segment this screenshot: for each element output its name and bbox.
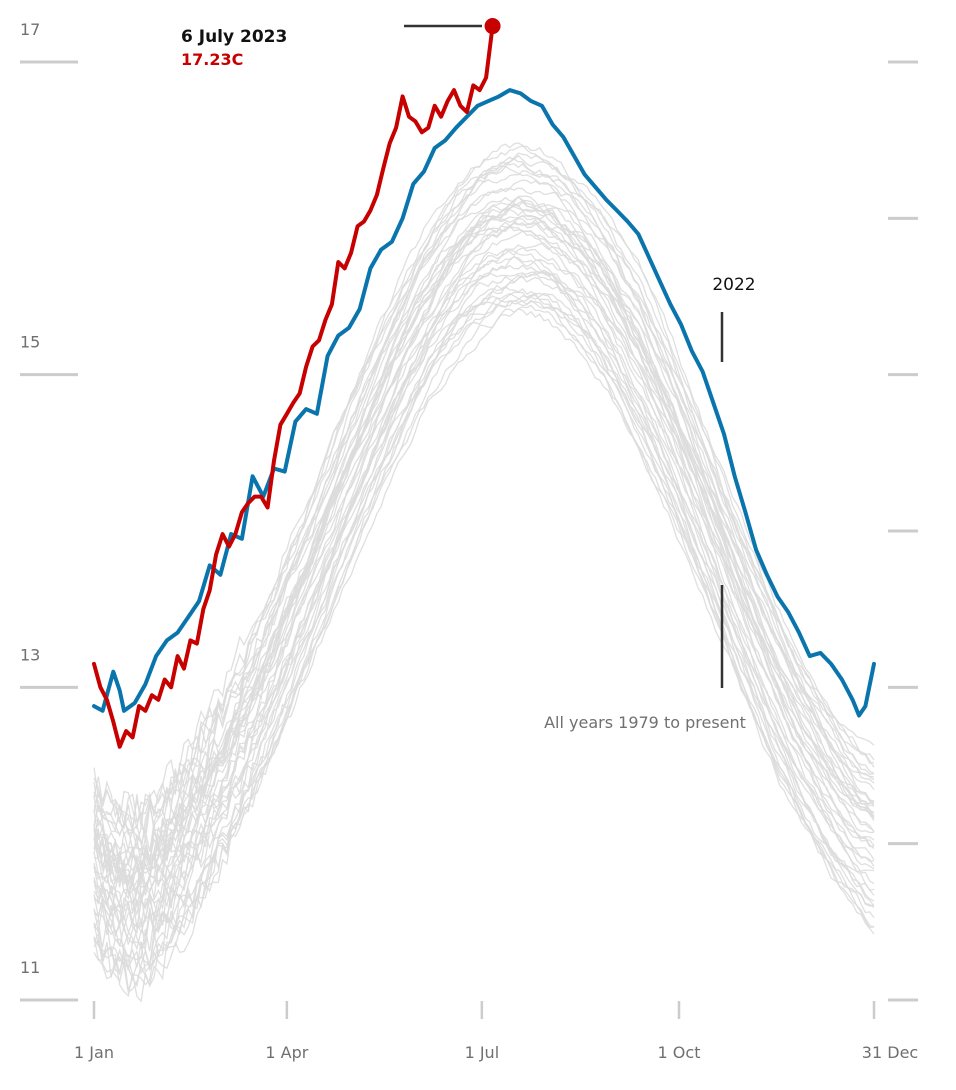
x-tick-label: 1 Oct (658, 1043, 701, 1062)
annotation-peak-value: 17.23C (181, 50, 243, 69)
background-year-line (93, 154, 875, 826)
background-year-line (93, 242, 875, 922)
annotation-all-years-label: All years 1979 to present (544, 713, 746, 732)
background-year-line (93, 269, 875, 951)
y-tick-label: 13 (20, 645, 40, 664)
background-year-line (93, 274, 875, 947)
background-year-line (93, 179, 875, 867)
background-year-line (93, 272, 875, 961)
series-lines (92, 18, 876, 749)
y-axis-ticks: 11 13 15 17 (20, 20, 918, 1002)
background-year-line (93, 255, 875, 926)
background-year-line (93, 244, 875, 928)
background-year-line (93, 292, 875, 969)
x-tick-label: 1 Jul (465, 1043, 500, 1062)
y-tick-label: 15 (20, 333, 40, 352)
x-tick-label: 31 Dec (862, 1043, 918, 1062)
background-year-line (93, 170, 875, 852)
x-tick-label: 1 Apr (265, 1043, 308, 1062)
background-year-line (93, 271, 875, 949)
annotation-peak-date: 6 July 2023 (181, 27, 287, 47)
background-year-line (93, 256, 875, 951)
series-line-2022 (92, 88, 876, 718)
background-year-line (93, 158, 875, 853)
background-year-line (93, 145, 875, 829)
background-year-line (93, 300, 875, 974)
background-year-line (93, 284, 875, 975)
y-tick-label: 17 (20, 20, 40, 39)
background-year-line (93, 304, 875, 986)
annotation-2022-label: 2022 (712, 275, 755, 295)
background-year-line (93, 196, 875, 868)
background-year-line (93, 249, 875, 928)
y-tick-label: 11 (20, 958, 40, 977)
x-axis-ticks: 1 Jan 1 Apr 1 Jul 1 Oct 31 Dec (74, 1001, 918, 1062)
background-year-line (93, 292, 875, 1003)
series-line-2023 (92, 24, 495, 749)
peak-marker (484, 18, 501, 35)
background-years-lines (93, 142, 875, 1003)
background-year-line (93, 203, 875, 898)
x-tick-label: 1 Jan (74, 1043, 114, 1062)
background-year-line (93, 142, 875, 836)
background-year-line (93, 187, 875, 866)
